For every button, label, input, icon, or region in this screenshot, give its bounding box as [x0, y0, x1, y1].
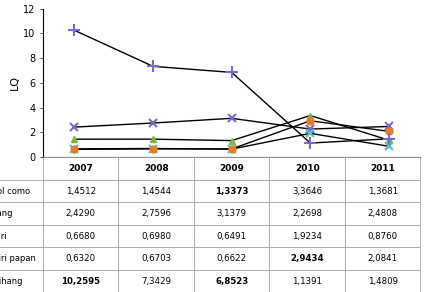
Y-axis label: LQ: LQ	[10, 75, 20, 91]
